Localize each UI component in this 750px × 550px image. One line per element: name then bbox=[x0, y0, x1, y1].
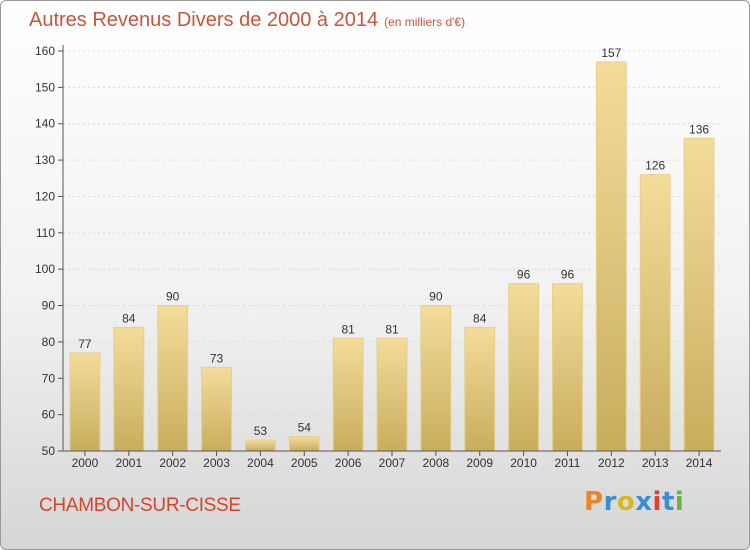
bar bbox=[595, 61, 627, 452]
bar-value-label: 126 bbox=[645, 159, 665, 173]
logo-letter: x bbox=[635, 487, 653, 517]
chart-title: Autres Revenus Divers de 2000 à 2014 (en … bbox=[29, 9, 465, 32]
x-tick-label: 2011 bbox=[555, 456, 581, 470]
bar-value-label: 81 bbox=[385, 322, 399, 336]
bar-value-label: 84 bbox=[122, 311, 136, 325]
bar bbox=[113, 326, 145, 452]
bar-value-label: 136 bbox=[689, 122, 709, 136]
logo-letter: o bbox=[616, 487, 636, 517]
bar-value-label: 90 bbox=[429, 290, 443, 304]
bar bbox=[683, 137, 715, 452]
bar-value-label: 54 bbox=[298, 420, 312, 434]
bar bbox=[508, 283, 540, 452]
x-tick-label: 2001 bbox=[115, 456, 142, 470]
y-tick-label: 160 bbox=[35, 44, 55, 58]
bar-value-label: 73 bbox=[210, 351, 224, 365]
bar bbox=[420, 305, 452, 452]
bar-value-label: 90 bbox=[166, 290, 180, 304]
bar bbox=[157, 305, 189, 452]
x-tick-label: 2006 bbox=[335, 456, 362, 470]
bar bbox=[464, 326, 496, 452]
bar-value-label: 84 bbox=[473, 311, 487, 325]
logo-letter: r bbox=[603, 487, 617, 517]
bar-value-label: 96 bbox=[561, 268, 575, 282]
x-tick-label: 2013 bbox=[642, 456, 669, 470]
x-tick-label: 2009 bbox=[466, 456, 493, 470]
y-tick-label: 70 bbox=[42, 371, 56, 385]
x-tick-label: 2005 bbox=[291, 456, 318, 470]
x-tick-label: 2012 bbox=[598, 456, 625, 470]
logo-letter: i bbox=[652, 487, 662, 517]
y-tick-label: 150 bbox=[35, 80, 55, 94]
x-tick-label: 2000 bbox=[72, 456, 99, 470]
x-tick-label: 2010 bbox=[510, 456, 537, 470]
proxiti-logo: Proxiti bbox=[584, 487, 684, 517]
bar bbox=[332, 337, 364, 452]
bar bbox=[288, 435, 320, 452]
bar bbox=[69, 352, 101, 452]
y-tick-label: 100 bbox=[35, 262, 55, 276]
y-tick-label: 90 bbox=[42, 299, 56, 313]
x-tick-label: 2004 bbox=[247, 456, 274, 470]
bar bbox=[639, 174, 671, 452]
bar-value-label: 96 bbox=[517, 268, 531, 282]
bar bbox=[376, 337, 408, 452]
bar bbox=[552, 283, 583, 452]
bar bbox=[244, 439, 276, 452]
chart-title-text: Autres Revenus Divers de 2000 à 2014 bbox=[29, 9, 379, 31]
chart-unit: (en milliers d'€) bbox=[384, 15, 466, 29]
bar-value-label: 157 bbox=[601, 46, 621, 60]
y-tick-label: 120 bbox=[35, 189, 55, 203]
y-tick-label: 140 bbox=[35, 117, 55, 131]
y-tick-label: 60 bbox=[42, 408, 56, 422]
logo-letter: t bbox=[661, 487, 675, 517]
bar-value-label: 81 bbox=[341, 322, 355, 336]
bar-value-label: 53 bbox=[254, 424, 268, 438]
logo-letter: P bbox=[584, 487, 604, 517]
x-tick-label: 2008 bbox=[423, 456, 450, 470]
y-tick-label: 50 bbox=[42, 444, 56, 458]
y-tick-label: 110 bbox=[36, 226, 55, 240]
y-tick-label: 130 bbox=[35, 153, 55, 167]
x-tick-label: 2003 bbox=[203, 456, 230, 470]
logo-letter: i bbox=[674, 487, 685, 517]
x-tick-label: 2002 bbox=[159, 456, 186, 470]
bar-value-label: 77 bbox=[78, 337, 92, 351]
y-tick-label: 80 bbox=[42, 335, 56, 349]
x-tick-label: 2014 bbox=[686, 456, 713, 470]
city-name: CHAMBON-SUR-CISSE bbox=[39, 495, 241, 516]
bar bbox=[201, 366, 232, 452]
x-tick-label: 2007 bbox=[379, 456, 406, 470]
